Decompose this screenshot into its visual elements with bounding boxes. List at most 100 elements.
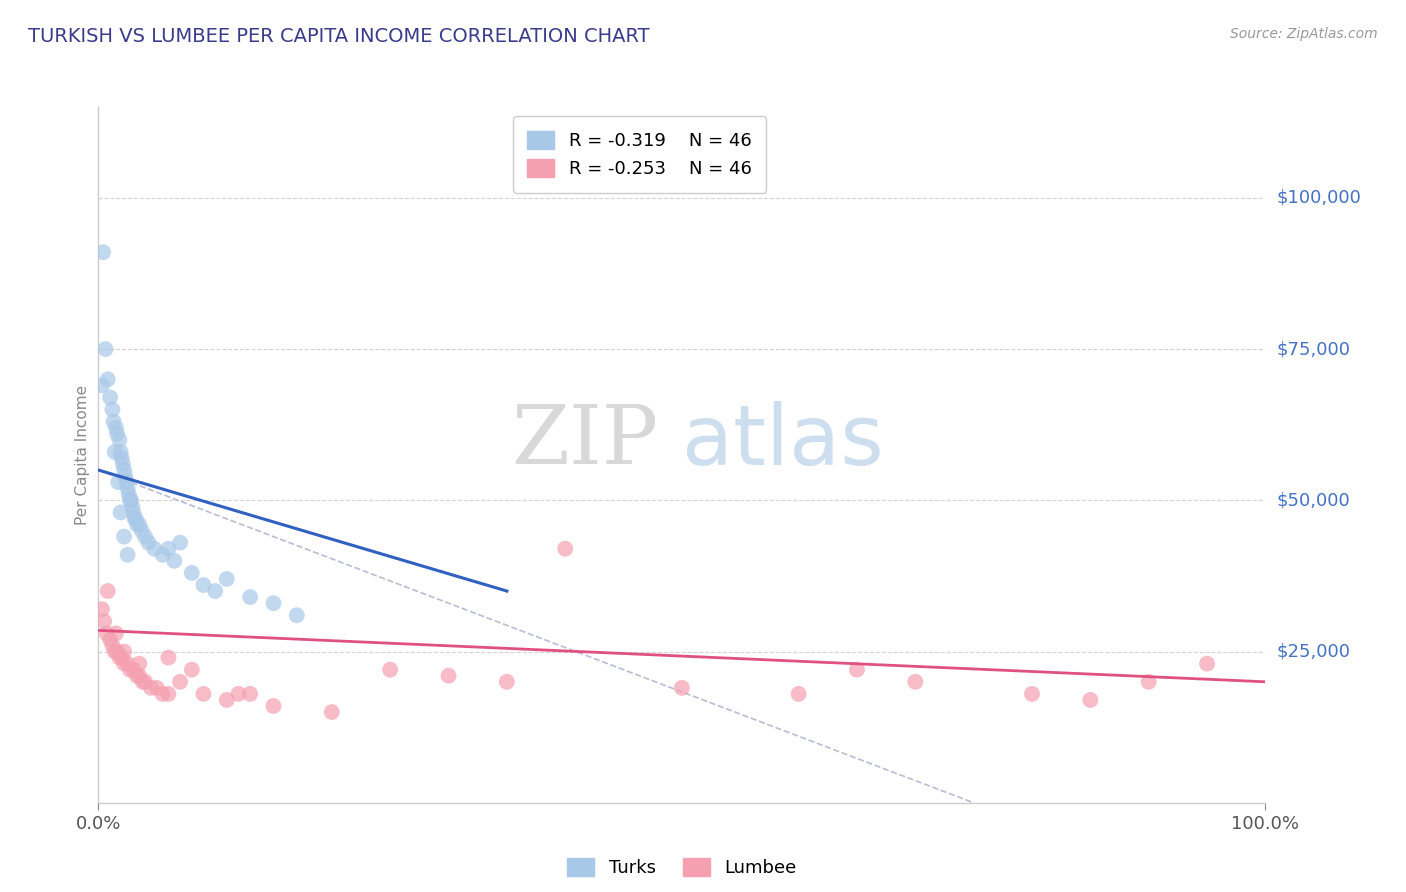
Point: [204, 584, 226, 599]
Point: [103, 415, 125, 429]
Point: [239, 590, 262, 604]
Point: [128, 657, 150, 671]
Text: $25,000: $25,000: [1277, 642, 1351, 661]
Point: [1195, 657, 1218, 671]
Point: [114, 469, 136, 483]
Point: [157, 687, 180, 701]
Point: [169, 535, 191, 549]
Point: [105, 426, 128, 441]
Point: [118, 663, 141, 677]
Point: [262, 698, 284, 713]
Point: [169, 674, 191, 689]
Point: [787, 687, 810, 701]
Point: [138, 535, 160, 549]
Point: [112, 644, 135, 658]
Point: [139, 681, 162, 695]
Point: [125, 511, 148, 525]
Point: [131, 524, 153, 538]
Point: [104, 445, 127, 459]
Point: [157, 541, 180, 556]
Point: [93, 615, 115, 629]
Point: [97, 372, 120, 386]
Point: [110, 445, 132, 459]
Point: [378, 663, 402, 677]
Point: [180, 566, 202, 580]
Point: [110, 505, 132, 519]
Point: [118, 487, 141, 501]
Point: [101, 639, 124, 653]
Point: [152, 548, 174, 562]
Point: [134, 530, 156, 544]
Point: [104, 420, 127, 434]
Point: [125, 517, 148, 532]
Point: [904, 674, 927, 689]
Point: [108, 433, 131, 447]
Point: [157, 650, 180, 665]
Point: [122, 505, 145, 519]
Point: [91, 245, 114, 260]
Point: [111, 650, 134, 665]
Point: [112, 657, 135, 671]
Y-axis label: Per Capita Income: Per Capita Income: [75, 384, 90, 525]
Point: [115, 475, 138, 490]
Point: [121, 500, 143, 514]
Point: [111, 457, 134, 471]
Point: [90, 602, 112, 616]
Point: [90, 378, 112, 392]
Point: [94, 342, 117, 356]
Point: [128, 517, 150, 532]
Point: [215, 572, 238, 586]
Text: Source: ZipAtlas.com: Source: ZipAtlas.com: [1230, 27, 1378, 41]
Point: [554, 541, 576, 556]
Point: [108, 650, 131, 665]
Point: [132, 674, 155, 689]
Point: [215, 693, 238, 707]
Point: [495, 674, 517, 689]
Point: [1137, 674, 1160, 689]
Point: [437, 669, 460, 683]
Point: [152, 687, 174, 701]
Text: $75,000: $75,000: [1277, 340, 1351, 358]
Point: [112, 463, 135, 477]
Text: atlas: atlas: [682, 401, 883, 482]
Point: [285, 608, 308, 623]
Point: [117, 548, 139, 562]
Point: [120, 493, 142, 508]
Point: [117, 657, 139, 671]
Point: [101, 402, 124, 417]
Point: [97, 584, 120, 599]
Point: [122, 663, 145, 677]
Point: [104, 626, 127, 640]
Point: [111, 450, 134, 465]
Point: [104, 644, 127, 658]
Point: [180, 663, 202, 677]
Text: $100,000: $100,000: [1277, 189, 1361, 207]
Point: [239, 687, 262, 701]
Point: [117, 481, 139, 495]
Point: [845, 663, 868, 677]
Legend: Turks, Lumbee: Turks, Lumbee: [560, 850, 804, 884]
Point: [98, 632, 121, 647]
Point: [96, 626, 118, 640]
Point: [105, 644, 128, 658]
Point: [262, 596, 284, 610]
Point: [228, 687, 250, 701]
Point: [118, 493, 141, 508]
Point: [146, 681, 169, 695]
Point: [321, 705, 343, 719]
Point: [671, 681, 693, 695]
Point: [125, 669, 148, 683]
Point: [107, 475, 129, 490]
Point: [124, 511, 146, 525]
Point: [112, 530, 135, 544]
Point: [134, 674, 156, 689]
Point: [1080, 693, 1102, 707]
Text: TURKISH VS LUMBEE PER CAPITA INCOME CORRELATION CHART: TURKISH VS LUMBEE PER CAPITA INCOME CORR…: [28, 27, 650, 45]
Point: [163, 554, 186, 568]
Text: $50,000: $50,000: [1277, 491, 1350, 509]
Point: [98, 391, 121, 405]
Text: ZIP: ZIP: [512, 401, 658, 481]
Point: [128, 669, 150, 683]
Point: [143, 541, 166, 556]
Point: [1021, 687, 1043, 701]
